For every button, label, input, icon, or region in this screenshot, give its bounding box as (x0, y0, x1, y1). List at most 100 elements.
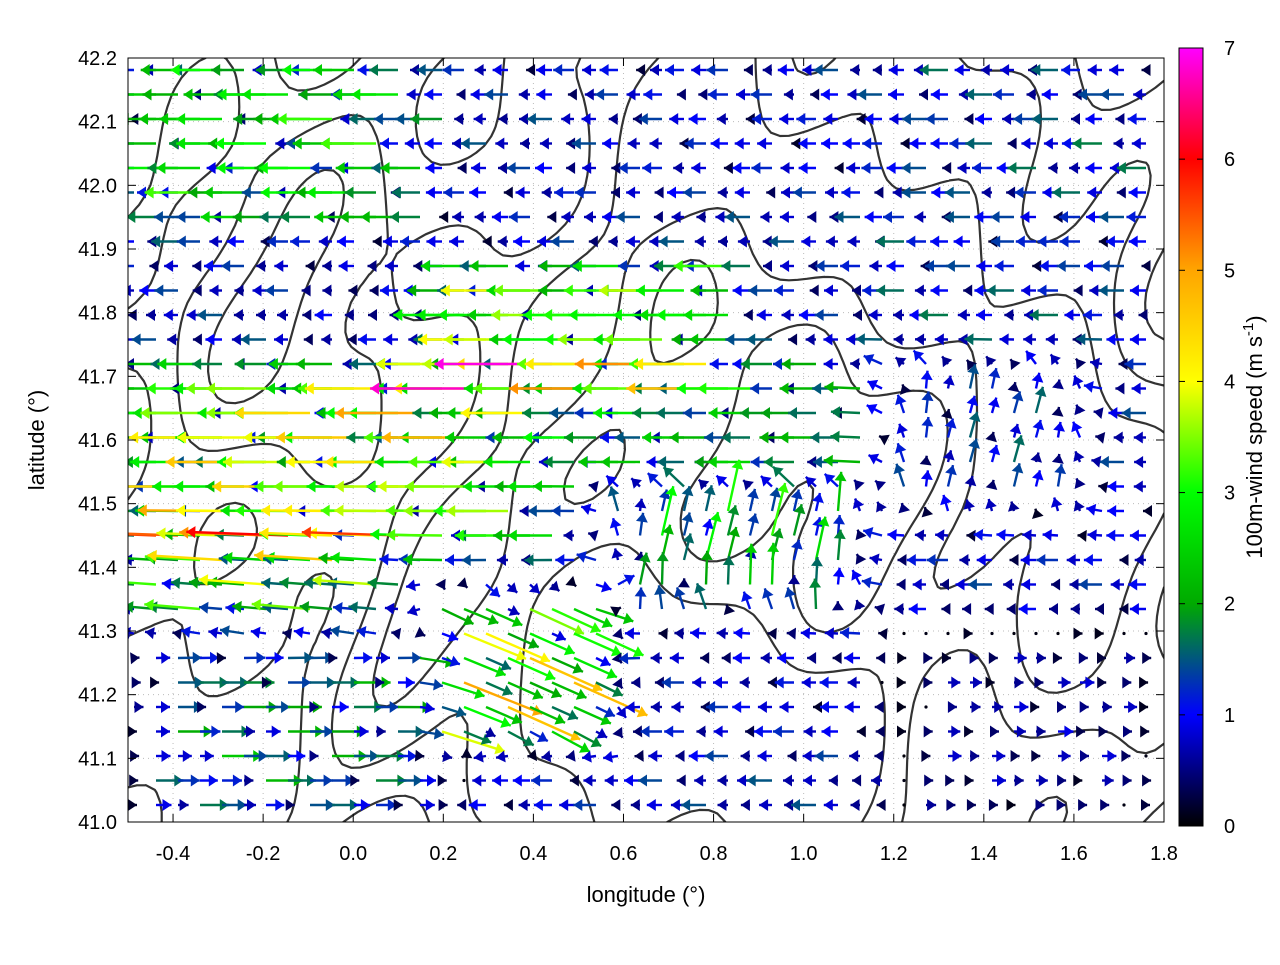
colorbar-tick-label: 7 (1224, 38, 1235, 60)
wind-vector (1139, 701, 1148, 713)
wind-vector (176, 211, 200, 223)
wind-vector (374, 113, 398, 125)
wind-vector (869, 454, 883, 465)
wind-vector (1134, 481, 1146, 493)
wind-vector (757, 309, 772, 321)
wind-vector (156, 750, 171, 762)
wind-vector (875, 481, 886, 491)
wind-vector (1114, 138, 1125, 150)
wind-vector (471, 162, 486, 174)
wind-vector (1016, 236, 1036, 248)
wind-vector (864, 354, 882, 365)
wind-vector (876, 652, 885, 664)
wind-vector (877, 799, 886, 811)
wind-vector (118, 138, 156, 150)
wind-vector (1143, 505, 1152, 517)
y-tick-label: 42.0 (78, 175, 117, 197)
wind-vector-calm (1056, 632, 1059, 635)
wind-vector (156, 652, 170, 664)
wind-vector (821, 138, 838, 150)
wind-vector (552, 505, 575, 517)
wind-vector (1000, 64, 1014, 76)
wind-vector (706, 64, 728, 76)
wind-vector (209, 236, 222, 248)
wind-vector (900, 384, 911, 395)
wind-vector (854, 600, 865, 611)
wind-vector (718, 236, 728, 248)
wind-vector (923, 677, 932, 689)
wind-vector (1130, 285, 1146, 297)
y-tick-label: 41.9 (78, 239, 117, 261)
wind-vector (350, 775, 359, 787)
wind-vector (1048, 162, 1058, 174)
wind-vector (582, 751, 596, 763)
y-tick-label: 41.4 (78, 557, 117, 579)
wind-vector (985, 603, 994, 615)
wind-vector (989, 445, 1001, 462)
x-tick-label: 0.0 (339, 843, 367, 865)
wind-vector (1058, 750, 1071, 762)
wind-vector (788, 575, 800, 584)
wind-vector (1106, 236, 1124, 248)
wind-vector (964, 726, 973, 738)
wind-vector (615, 432, 641, 444)
wind-vector (887, 529, 904, 541)
wind-vector (825, 627, 838, 639)
wind-vector (266, 799, 284, 811)
wind-vector (676, 750, 685, 762)
wind-vector (762, 588, 773, 609)
wind-vector-calm (880, 681, 883, 684)
wind-vector (509, 211, 530, 223)
wind-vector (1106, 334, 1124, 346)
wind-vector (901, 138, 910, 150)
wind-vector (439, 799, 448, 811)
wind-vector (915, 529, 926, 541)
wind-vector (544, 456, 574, 468)
wind-vector (664, 726, 684, 738)
wind-vector (887, 162, 904, 174)
wind-vector (533, 480, 574, 492)
colorbar-gradient (1179, 48, 1203, 826)
wind-vector (330, 625, 354, 637)
wind-vector (902, 113, 926, 125)
wind-vector (788, 750, 797, 762)
wind-vector (991, 211, 1015, 223)
wind-vector (1053, 652, 1062, 664)
wind-vector (470, 260, 509, 272)
wind-vector (472, 775, 486, 787)
wind-vector-calm (1144, 632, 1147, 635)
wind-vector (722, 652, 731, 664)
wind-vector (958, 162, 971, 174)
wind-vector (856, 554, 867, 565)
wind-vector (552, 630, 566, 641)
wind-vector (294, 627, 310, 639)
wind-vector (536, 89, 552, 101)
wind-vector (781, 187, 794, 199)
wind-vector (222, 775, 242, 787)
wind-vector (692, 677, 706, 689)
x-tick-label: 1.2 (880, 843, 908, 865)
wind-vector (835, 162, 844, 174)
wind-vector (718, 187, 728, 199)
wind-vector (1051, 498, 1063, 512)
wind-vector (156, 726, 170, 738)
wind-vector (164, 260, 178, 272)
wind-vector (657, 456, 684, 468)
wind-vector (940, 495, 952, 511)
wind-vector (398, 775, 423, 787)
wind-vector (906, 236, 926, 248)
wind-vector (728, 460, 743, 511)
wind-vector (128, 799, 137, 811)
wind-vector (256, 309, 266, 321)
wind-vector (128, 726, 137, 738)
wind-vector (392, 187, 420, 199)
wind-vector (919, 89, 928, 101)
wind-vector (1087, 529, 1102, 541)
wind-vector (322, 260, 332, 272)
wind-vector (390, 211, 420, 223)
wind-vector (1026, 351, 1036, 364)
wind-vector (779, 113, 794, 125)
colorbar-tick-label: 3 (1224, 483, 1235, 505)
wind-vector (845, 701, 860, 713)
wind-vector (310, 750, 319, 762)
